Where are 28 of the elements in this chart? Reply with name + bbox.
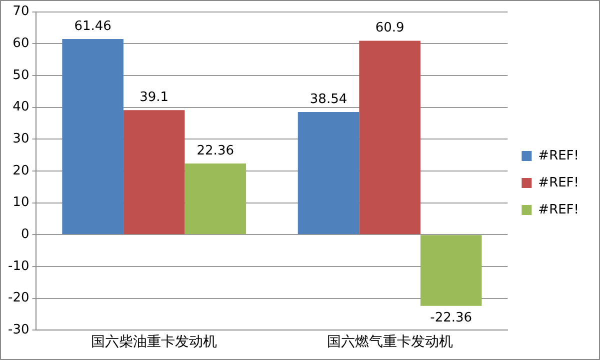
y-tick-label: 30 (12, 132, 30, 147)
legend-label: #REF! (538, 175, 579, 190)
y-tick-label: 0 (20, 227, 30, 242)
bar (123, 110, 185, 234)
data-label: 60.9 (375, 20, 404, 36)
legend-label: #REF! (538, 148, 579, 164)
bar (359, 40, 420, 234)
y-tick-label: 60 (12, 36, 30, 52)
data-label: 38.54 (310, 92, 348, 107)
data-label: 39.1 (140, 90, 169, 106)
data-label: 61.46 (74, 18, 112, 34)
legend-label: #REF! (538, 202, 579, 218)
x-tick-label: 国六柴油重卡发动机 (91, 334, 218, 350)
bar (420, 235, 482, 306)
y-tick-label: 40 (12, 100, 30, 115)
data-label: 22.36 (196, 143, 234, 158)
bar (184, 163, 246, 234)
y-tick-label: 20 (12, 163, 30, 178)
bar (62, 38, 124, 234)
y-tick-label: -20 (8, 290, 30, 306)
y-tick-label: -10 (8, 258, 30, 274)
data-label: -22.36 (430, 310, 472, 326)
x-tick-label: 国六燃气重卡发动机 (326, 334, 453, 350)
y-tick-label: 70 (12, 4, 30, 20)
y-tick-label: -30 (8, 322, 30, 338)
bar (298, 112, 360, 234)
y-tick-label: 50 (12, 68, 30, 83)
y-tick-label: 10 (12, 195, 30, 210)
